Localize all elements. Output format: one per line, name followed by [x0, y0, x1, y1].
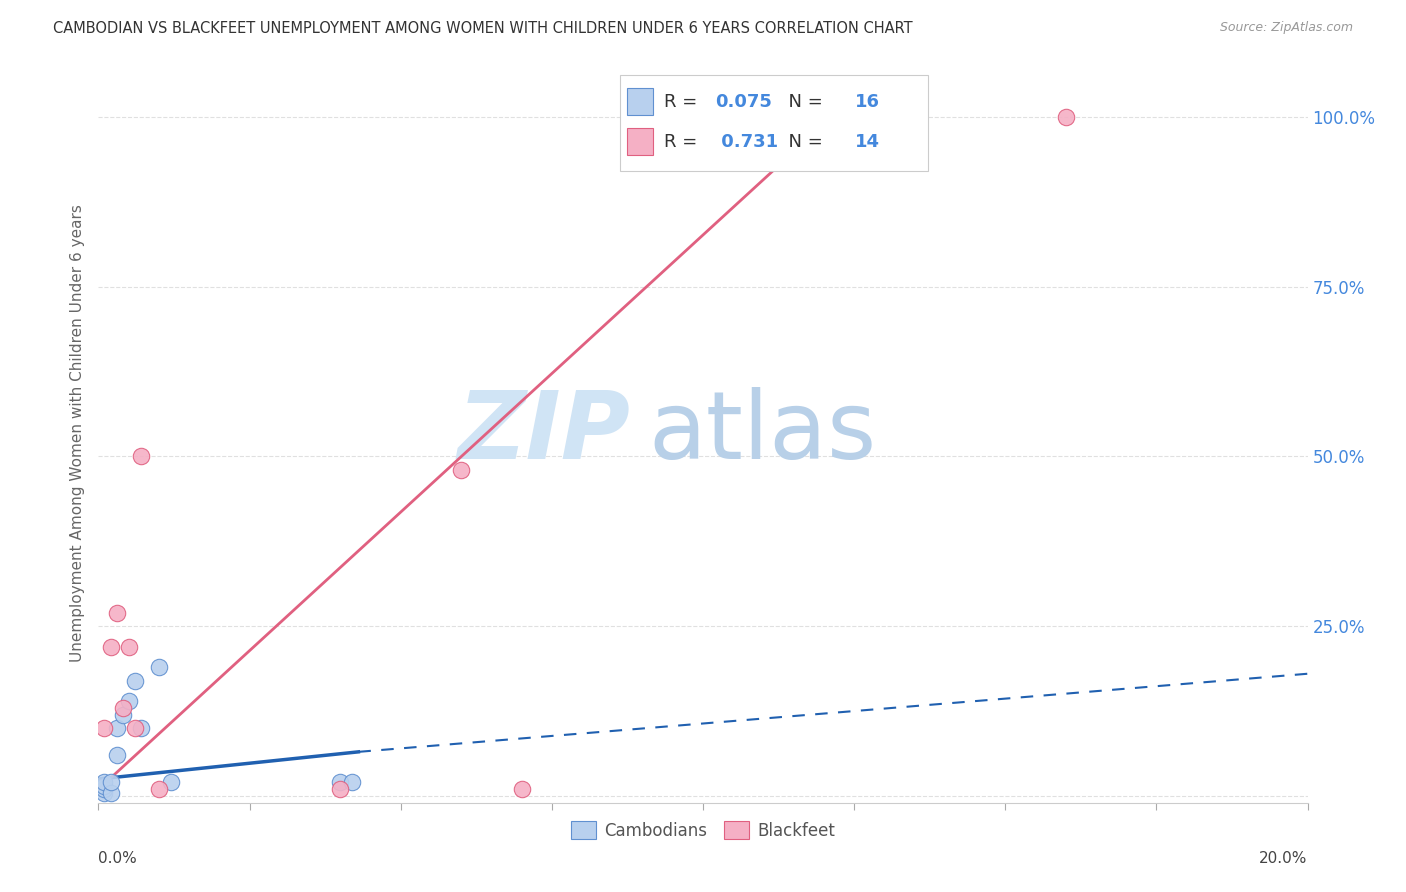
Text: N =: N = [776, 93, 828, 111]
Point [124, 673, 146, 688]
Point [510, 782, 533, 797]
Point [813, 110, 835, 124]
Point [129, 450, 152, 464]
Text: 0.731: 0.731 [716, 133, 778, 151]
Point [450, 463, 472, 477]
FancyBboxPatch shape [627, 128, 654, 155]
Point [105, 606, 128, 620]
Point [118, 694, 141, 708]
Point [100, 775, 122, 789]
Text: R =: R = [664, 93, 703, 111]
Text: CAMBODIAN VS BLACKFEET UNEMPLOYMENT AMONG WOMEN WITH CHILDREN UNDER 6 YEARS CORR: CAMBODIAN VS BLACKFEET UNEMPLOYMENT AMON… [53, 21, 912, 36]
Point [692, 110, 714, 124]
Text: 0.075: 0.075 [716, 93, 772, 111]
Legend: Cambodians, Blackfeet: Cambodians, Blackfeet [564, 814, 842, 847]
Point [111, 707, 134, 722]
Point [148, 660, 170, 674]
FancyBboxPatch shape [620, 75, 928, 171]
Point [329, 775, 352, 789]
Point [93, 775, 115, 789]
Point [111, 700, 134, 714]
Point [118, 640, 141, 654]
Point [93, 786, 115, 800]
Text: 20.0%: 20.0% [1260, 851, 1308, 866]
FancyBboxPatch shape [627, 88, 654, 115]
Point [105, 748, 128, 763]
Text: 0.0%: 0.0% [98, 851, 138, 866]
Point [105, 721, 128, 735]
Text: N =: N = [776, 133, 828, 151]
Point [148, 782, 170, 797]
Text: 16: 16 [855, 93, 880, 111]
Point [160, 775, 183, 789]
Text: atlas: atlas [648, 386, 877, 479]
Point [342, 775, 364, 789]
Point [93, 721, 115, 735]
Point [93, 782, 115, 797]
Text: ZIP: ZIP [457, 386, 630, 479]
Text: R =: R = [664, 133, 703, 151]
Point [1054, 110, 1077, 124]
Point [93, 779, 115, 793]
Point [329, 782, 352, 797]
Text: Source: ZipAtlas.com: Source: ZipAtlas.com [1219, 21, 1353, 34]
Point [129, 721, 152, 735]
Point [100, 786, 122, 800]
Point [124, 721, 146, 735]
Point [100, 640, 122, 654]
Y-axis label: Unemployment Among Women with Children Under 6 years: Unemployment Among Women with Children U… [69, 203, 84, 662]
Text: 14: 14 [855, 133, 880, 151]
